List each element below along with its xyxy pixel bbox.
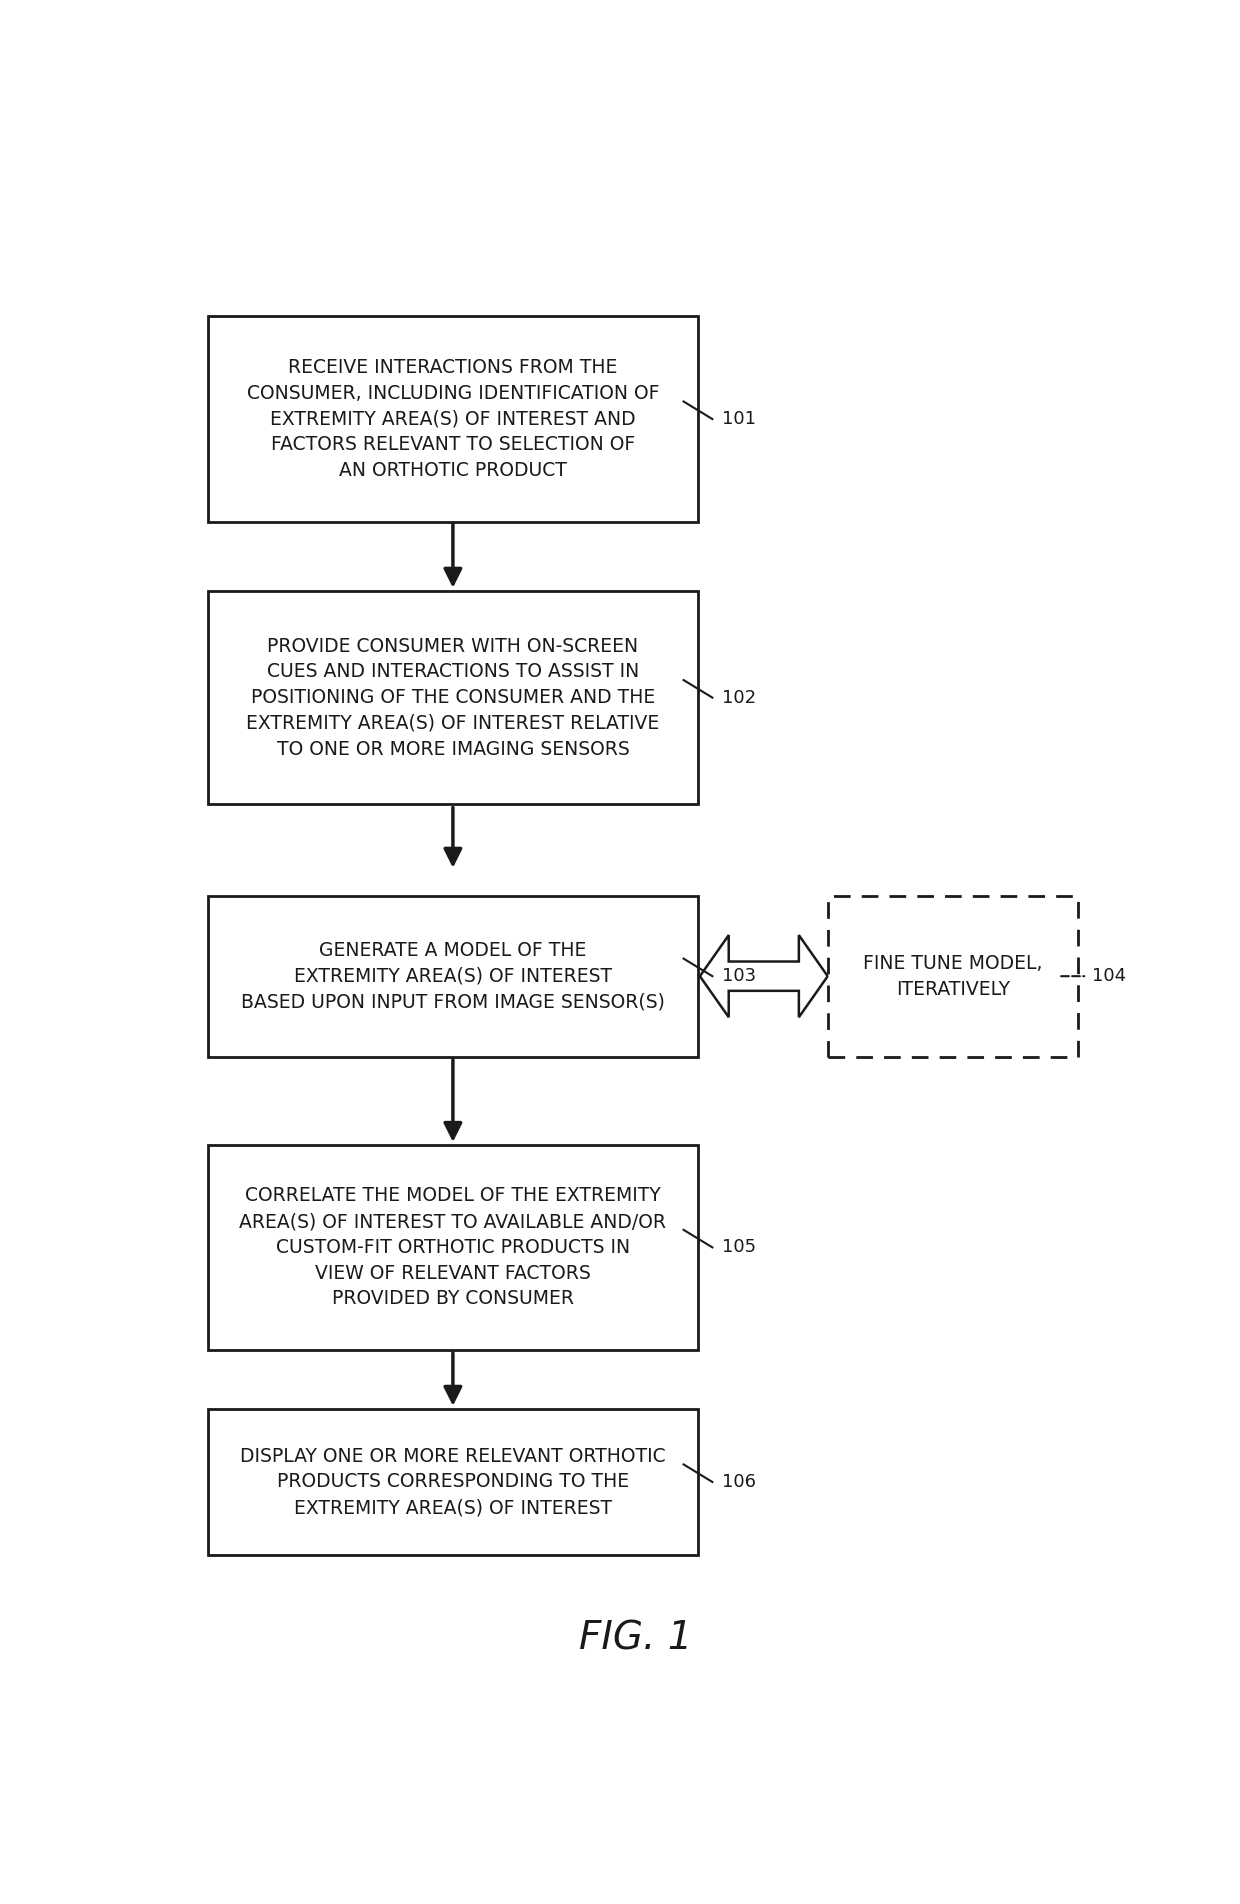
Text: 104: 104 bbox=[1092, 967, 1126, 984]
Text: 101: 101 bbox=[722, 409, 756, 428]
FancyBboxPatch shape bbox=[208, 1409, 698, 1556]
FancyBboxPatch shape bbox=[208, 895, 698, 1057]
Text: CORRELATE THE MODEL OF THE EXTREMITY
AREA(S) OF INTEREST TO AVAILABLE AND/OR
CUS: CORRELATE THE MODEL OF THE EXTREMITY ARE… bbox=[239, 1186, 666, 1308]
Text: FIG. 1: FIG. 1 bbox=[579, 1620, 692, 1658]
FancyBboxPatch shape bbox=[828, 895, 1078, 1057]
Polygon shape bbox=[699, 935, 828, 1017]
Text: FINE TUNE MODEL,
ITERATIVELY: FINE TUNE MODEL, ITERATIVELY bbox=[863, 954, 1043, 998]
Text: 106: 106 bbox=[722, 1474, 756, 1491]
Text: PROVIDE CONSUMER WITH ON-SCREEN
CUES AND INTERACTIONS TO ASSIST IN
POSITIONING O: PROVIDE CONSUMER WITH ON-SCREEN CUES AND… bbox=[247, 636, 660, 758]
Text: 103: 103 bbox=[722, 967, 756, 984]
FancyBboxPatch shape bbox=[208, 1144, 698, 1350]
FancyBboxPatch shape bbox=[208, 316, 698, 522]
Text: GENERATE A MODEL OF THE
EXTREMITY AREA(S) OF INTEREST
BASED UPON INPUT FROM IMAG: GENERATE A MODEL OF THE EXTREMITY AREA(S… bbox=[241, 941, 665, 1011]
Text: 102: 102 bbox=[722, 689, 756, 706]
Text: 105: 105 bbox=[722, 1238, 756, 1257]
FancyBboxPatch shape bbox=[208, 592, 698, 803]
Text: DISPLAY ONE OR MORE RELEVANT ORTHOTIC
PRODUCTS CORRESPONDING TO THE
EXTREMITY AR: DISPLAY ONE OR MORE RELEVANT ORTHOTIC PR… bbox=[241, 1447, 666, 1517]
Text: RECEIVE INTERACTIONS FROM THE
CONSUMER, INCLUDING IDENTIFICATION OF
EXTREMITY AR: RECEIVE INTERACTIONS FROM THE CONSUMER, … bbox=[247, 358, 660, 480]
